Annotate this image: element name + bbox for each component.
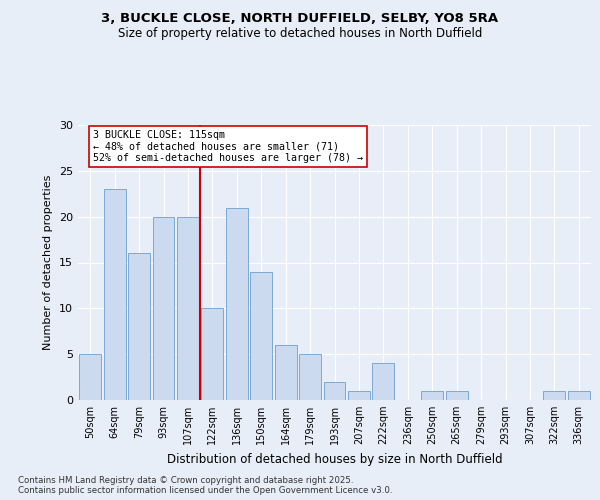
Bar	[275, 345, 296, 400]
Bar	[544, 391, 565, 400]
Bar	[177, 216, 199, 400]
Bar	[446, 391, 467, 400]
Bar	[421, 391, 443, 400]
Text: 3, BUCKLE CLOSE, NORTH DUFFIELD, SELBY, YO8 5RA: 3, BUCKLE CLOSE, NORTH DUFFIELD, SELBY, …	[101, 12, 499, 26]
Bar	[299, 354, 321, 400]
Bar	[79, 354, 101, 400]
Text: Contains HM Land Registry data © Crown copyright and database right 2025.
Contai: Contains HM Land Registry data © Crown c…	[18, 476, 392, 495]
X-axis label: Distribution of detached houses by size in North Duffield: Distribution of detached houses by size …	[167, 452, 502, 466]
Bar	[202, 308, 223, 400]
Bar	[568, 391, 590, 400]
Bar	[250, 272, 272, 400]
Bar	[323, 382, 346, 400]
Bar	[152, 216, 175, 400]
Text: Size of property relative to detached houses in North Duffield: Size of property relative to detached ho…	[118, 28, 482, 40]
Bar	[128, 254, 150, 400]
Y-axis label: Number of detached properties: Number of detached properties	[43, 175, 53, 350]
Bar	[373, 364, 394, 400]
Bar	[226, 208, 248, 400]
Bar	[104, 189, 125, 400]
Text: 3 BUCKLE CLOSE: 115sqm
← 48% of detached houses are smaller (71)
52% of semi-det: 3 BUCKLE CLOSE: 115sqm ← 48% of detached…	[92, 130, 362, 163]
Bar	[348, 391, 370, 400]
